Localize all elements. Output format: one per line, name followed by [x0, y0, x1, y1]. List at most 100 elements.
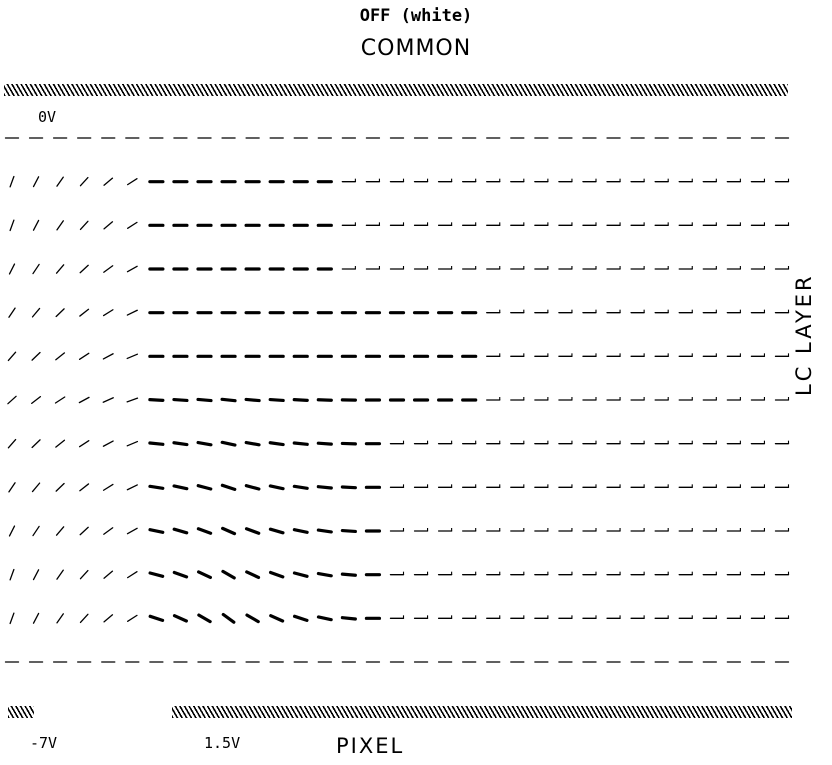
director-mark: [340, 572, 357, 577]
director-mark: [534, 528, 549, 532]
director-mark: [630, 615, 645, 619]
director-mark: [630, 528, 645, 532]
director-mark: [750, 309, 766, 314]
director-mark: [32, 525, 40, 537]
director-mark: [102, 483, 114, 491]
director-mark: [582, 615, 597, 619]
director-mark: [606, 528, 621, 532]
director-mark: [8, 263, 16, 275]
director-mark: [102, 353, 114, 360]
director-mark: [126, 397, 139, 403]
director-mark: [534, 615, 549, 619]
director-mark: [79, 483, 90, 492]
pixel-label: PIXEL: [336, 734, 405, 758]
director-mark: [702, 528, 717, 532]
director-mark: [7, 351, 17, 362]
director-mark: [56, 176, 64, 187]
director-mark: [31, 396, 42, 404]
director-mark: [558, 309, 573, 314]
director-mark: [127, 178, 138, 186]
director-mark: [726, 353, 742, 357]
director-mark: [654, 615, 669, 619]
director-mark: [56, 220, 64, 231]
director-mark: [558, 178, 573, 183]
director-mark: [678, 440, 693, 445]
director-mark: [55, 352, 66, 361]
director-mark: [558, 266, 573, 270]
director-mark: [413, 571, 429, 576]
director-mark: [582, 353, 597, 357]
director-mark: [220, 483, 237, 491]
common-electrode-title: COMMON: [360, 36, 472, 61]
director-mark: [582, 222, 597, 226]
director-mark: [486, 528, 501, 532]
director-mark: [79, 176, 89, 187]
director-mark: [774, 484, 790, 488]
director-mark: [510, 222, 525, 226]
director-mark: [126, 265, 138, 273]
director-mark: [750, 397, 766, 401]
director-mark: [8, 525, 16, 537]
director-mark: [32, 569, 40, 581]
director-mark: [534, 484, 549, 488]
director-mark: [462, 178, 477, 183]
director-mark: [510, 309, 525, 314]
director-mark: [606, 178, 621, 183]
director-mark: [148, 484, 165, 490]
director-mark: [244, 484, 261, 491]
director-mark: [268, 484, 285, 491]
director-mark: [750, 440, 766, 445]
director-mark: [32, 219, 40, 231]
director-mark: [31, 482, 41, 493]
director-mark: [55, 308, 65, 318]
director-mark: [79, 220, 89, 231]
director-mark: [126, 353, 139, 360]
director-mark: [268, 441, 285, 447]
director-mark: [630, 222, 645, 226]
director-mark: [654, 178, 669, 183]
pixel-electrode-right: [172, 706, 792, 718]
director-mark: [462, 266, 477, 270]
director-mark: [726, 571, 742, 576]
director-mark: [244, 527, 261, 535]
director-mark: [172, 527, 189, 535]
director-mark: [196, 527, 213, 535]
director-mark: [340, 616, 357, 621]
state-title: OFF (white): [359, 6, 473, 26]
director-mark: [486, 353, 501, 357]
director-mark: [654, 571, 669, 576]
director-mark: [774, 397, 790, 401]
director-mark: [774, 178, 790, 183]
director-mark: [148, 571, 165, 578]
director-mark: [726, 397, 742, 401]
director-mark: [245, 570, 261, 580]
director-mark: [606, 309, 621, 314]
director-mark: [582, 571, 597, 576]
director-mark: [197, 613, 212, 624]
director-mark: [389, 266, 405, 270]
director-mark: [582, 397, 597, 401]
director-mark: [197, 570, 212, 580]
director-mark: [55, 482, 65, 492]
director-mark: [292, 441, 309, 446]
director-mark: [221, 612, 236, 624]
director-mark: [316, 528, 333, 534]
director-mark: [606, 397, 621, 401]
director-mark: [437, 571, 453, 576]
director-mark: [32, 263, 40, 275]
director-mark: [292, 528, 309, 534]
director-mark: [678, 528, 693, 532]
director-mark: [654, 484, 669, 488]
director-mark: [582, 528, 597, 532]
director-mark: [196, 397, 213, 403]
director-mark: [630, 266, 645, 270]
director-mark: [462, 615, 477, 619]
director-mark: [437, 222, 453, 226]
director-mark: [56, 569, 64, 580]
director-mark: [702, 615, 717, 619]
director-mark: [486, 571, 501, 576]
director-mark: [750, 528, 766, 532]
director-mark: [582, 309, 597, 314]
director-mark: [774, 266, 790, 270]
director-mark: [340, 485, 357, 490]
